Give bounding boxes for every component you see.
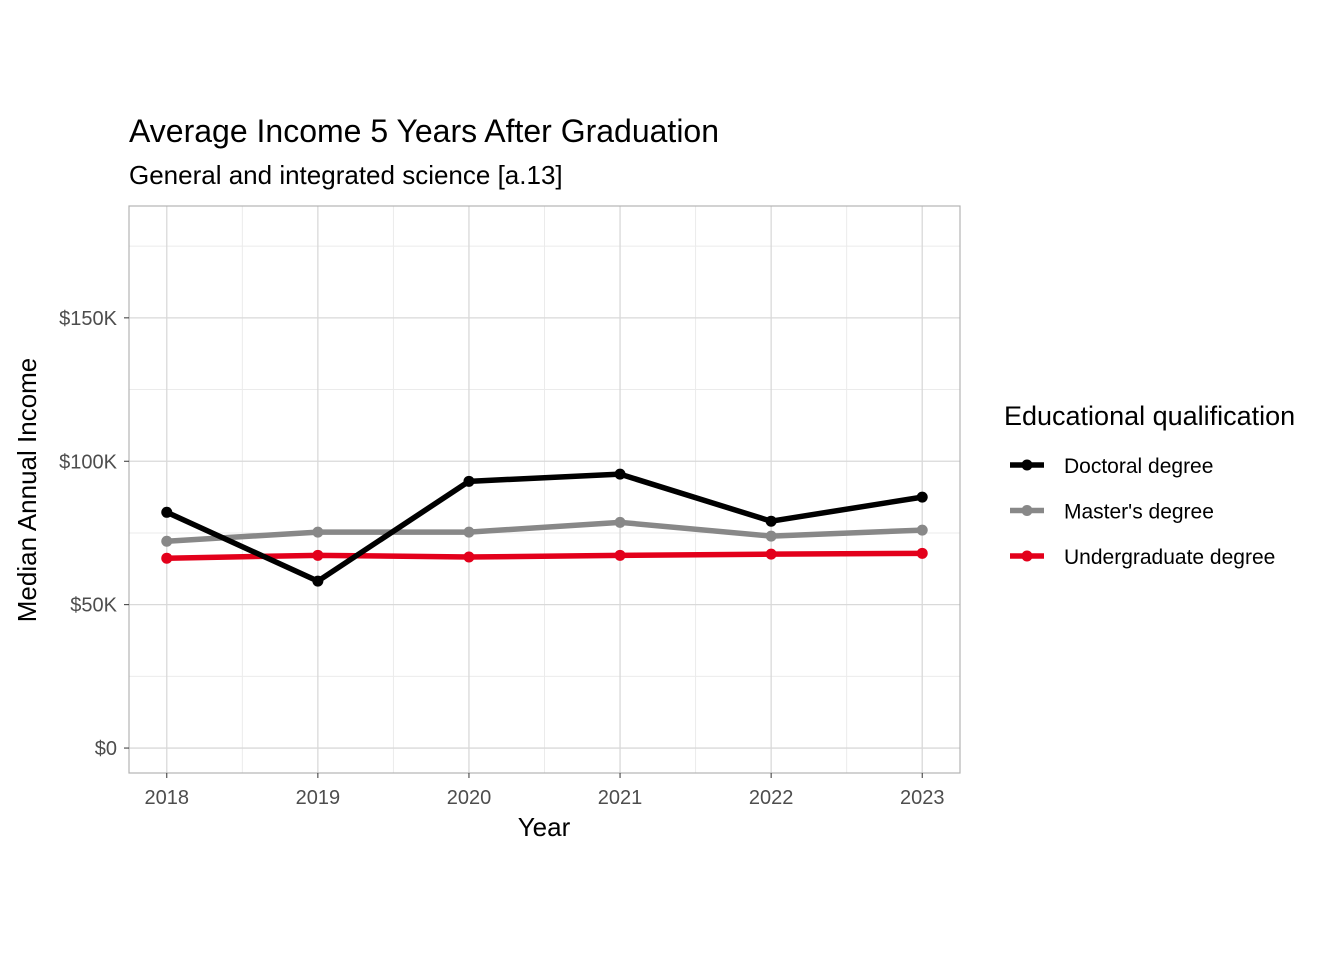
data-point-undergraduate-degree	[463, 551, 475, 563]
y-tick-label: $0	[95, 738, 117, 760]
data-point-undergraduate-degree	[765, 548, 777, 560]
x-tick-label: 2018	[145, 787, 190, 809]
y-tick-label: $50K	[70, 595, 117, 617]
data-point-master-s-degree	[312, 526, 324, 538]
y-tick-label: $150K	[59, 308, 117, 330]
data-point-master-s-degree	[765, 530, 777, 542]
panel-border	[128, 205, 961, 774]
x-axis-label: Year	[518, 812, 571, 842]
series-line-doctoral-degree	[165, 471, 923, 584]
chart-subtitle: General and integrated science [a.13]	[129, 160, 563, 190]
y-axis-label: Median Annual Income	[12, 358, 42, 623]
data-point-master-s-degree	[463, 526, 475, 538]
legend-key-point-doctoral-degree	[1021, 459, 1033, 471]
x-tick-label: 2021	[598, 787, 643, 809]
x-tick-label: 2019	[296, 787, 341, 809]
data-point-undergraduate-degree	[916, 547, 928, 559]
y-axis: $0 $50K $100K $150K	[59, 308, 129, 760]
data-point-doctoral-degree	[312, 575, 324, 587]
series-line-undergraduate-degree	[166, 550, 923, 561]
data-point-doctoral-degree	[161, 506, 173, 518]
series-group	[161, 468, 928, 587]
grid	[129, 206, 960, 773]
data-point-undergraduate-degree	[614, 549, 626, 561]
x-tick-label: 2020	[447, 787, 492, 809]
legend-key-point-master-s-degree	[1021, 505, 1033, 516]
legend-label-undergraduate-degree: Undergraduate degree	[1064, 546, 1275, 569]
legend-key-point-undergraduate-degree	[1021, 550, 1033, 562]
data-point-master-s-degree	[161, 535, 173, 547]
data-point-master-s-degree	[614, 516, 626, 528]
legend-label-master-s-degree: Master's degree	[1064, 501, 1214, 524]
data-point-master-s-degree	[916, 524, 928, 536]
data-point-undergraduate-degree	[161, 552, 173, 564]
chart-title: Average Income 5 Years After Graduation	[129, 113, 719, 149]
data-point-doctoral-degree	[463, 475, 475, 487]
x-tick-label: 2022	[749, 787, 794, 809]
series-line-master-s-degree	[166, 519, 923, 545]
legend: Educational qualification Doctoral degre…	[1004, 401, 1295, 569]
x-tick-label: 2023	[900, 787, 945, 809]
data-point-doctoral-degree	[765, 515, 777, 527]
data-point-doctoral-degree	[614, 468, 626, 480]
data-point-doctoral-degree	[916, 491, 928, 503]
x-axis: 2018 2019 2020 2021 2022 2023	[145, 773, 945, 809]
legend-label-doctoral-degree: Doctoral degree	[1064, 455, 1213, 478]
y-tick-label: $100K	[59, 451, 117, 473]
data-point-undergraduate-degree	[312, 549, 324, 561]
legend-title: Educational qualification	[1004, 401, 1295, 431]
